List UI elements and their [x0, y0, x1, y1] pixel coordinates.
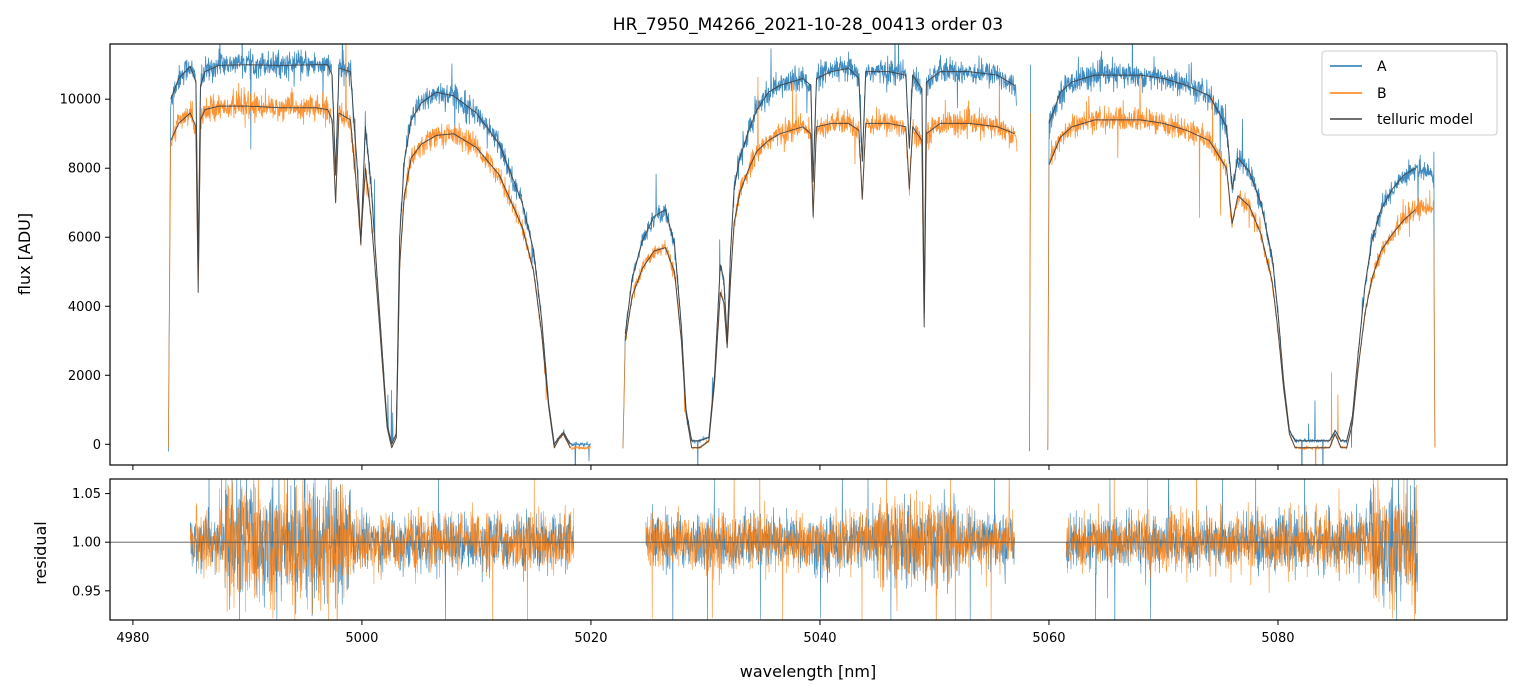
flux-y-ticks: 0 2000 4000 6000 8000 10000	[60, 93, 110, 453]
flux-y-tick-label: 4000	[68, 300, 101, 315]
residual-line-a	[645, 479, 1015, 620]
legend-label-a: A	[1377, 59, 1387, 75]
series-telluric-model	[170, 64, 1416, 449]
legend-box	[1321, 50, 1498, 136]
residual-line-b	[1065, 479, 1418, 620]
residual-panel: 0.95 1.00 1.05 4980 5000 5020 5040 5060 5080 re…	[31, 478, 1508, 681]
x-tick-label: 5020	[574, 631, 607, 646]
x-tick-label: 5060	[1032, 631, 1065, 646]
x-tick-label: 5040	[803, 631, 836, 646]
legend: A B telluric model	[1321, 50, 1498, 136]
x-tick-label: 4980	[116, 631, 149, 646]
flux-y-tick-label: 6000	[68, 231, 101, 246]
flux-x-ticks	[132, 465, 1279, 470]
residual-plot-area	[110, 479, 1507, 620]
residual-axes-frame	[109, 478, 1508, 621]
telluric-model-line	[1048, 119, 1416, 449]
flux-axes-frame	[109, 43, 1508, 466]
legend-label-b: B	[1377, 86, 1387, 102]
telluric-model-line	[170, 105, 571, 449]
legend-label-model: telluric model	[1377, 112, 1473, 128]
telluric-model-line	[1048, 74, 1416, 442]
telluric-model-line	[624, 122, 1015, 449]
chart-title: HR_7950_M4266_2021-10-28_00413 order 03	[613, 15, 1003, 35]
flux-plot-area	[168, 44, 1436, 465]
flux-panel: 0 2000 4000 6000 8000 10000 flux [ADU] A B te…	[15, 43, 1508, 470]
residual-y-tick-label: 1.00	[72, 536, 101, 551]
residual-series-b	[189, 479, 1418, 620]
telluric-model-line	[170, 64, 571, 445]
residual-x-ticks: 4980 5000 5020 5040 5060 5080	[116, 620, 1295, 646]
residual-line-b	[189, 479, 575, 620]
flux-y-tick-label: 2000	[68, 369, 101, 384]
x-axis-label: wavelength [nm]	[740, 662, 877, 681]
residual-y-axis-label: residual	[31, 521, 50, 584]
flux-y-axis-label: flux [ADU]	[15, 213, 34, 295]
residual-y-tick-label: 0.95	[72, 584, 101, 599]
flux-y-tick-label: 0	[93, 438, 101, 453]
flux-y-tick-label: 8000	[68, 162, 101, 177]
residual-line-b	[645, 479, 1015, 620]
x-tick-label: 5080	[1261, 631, 1294, 646]
residual-y-tick-label: 1.05	[72, 487, 101, 502]
flux-y-tick-label: 10000	[60, 93, 101, 108]
flux-line-b	[1029, 112, 1031, 448]
residual-y-ticks: 0.95 1.00 1.05	[72, 487, 110, 599]
x-tick-label: 5000	[345, 631, 378, 646]
